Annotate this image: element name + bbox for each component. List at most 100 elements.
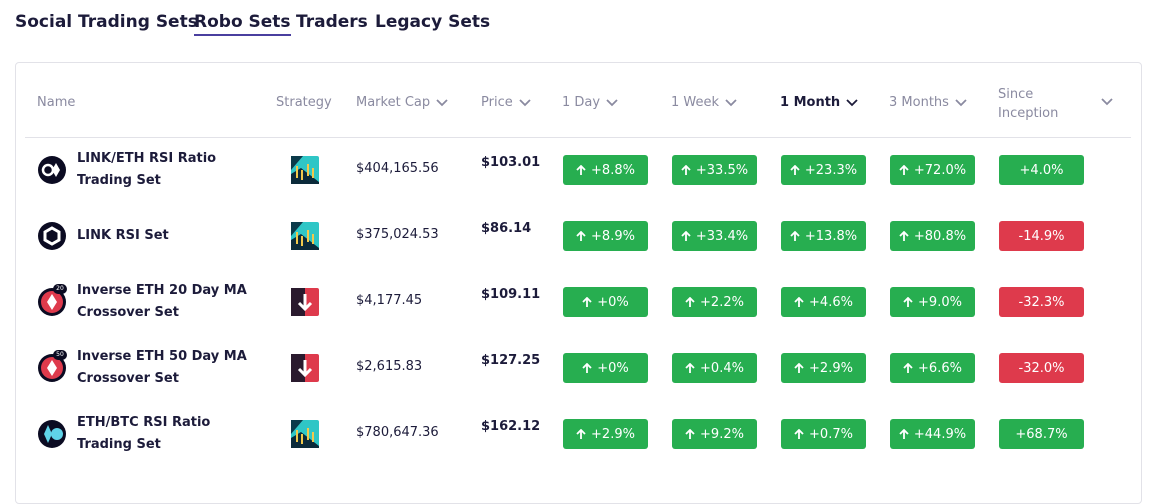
change-badge: +0% [563, 287, 648, 317]
change-badge: +0% [563, 353, 648, 383]
market-cap: $375,024.53 [356, 227, 439, 242]
change-value: -32.3% [1018, 294, 1065, 310]
token-icon [38, 288, 66, 316]
tab[interactable]: Legacy Sets [375, 12, 491, 32]
change-badge: +68.7% [999, 419, 1084, 449]
strategy-icon-wrap [291, 222, 319, 254]
change-badge: -32.0% [999, 353, 1084, 383]
token-icon-wrap: 20 [37, 284, 67, 317]
tab[interactable]: Social Trading Sets [15, 12, 198, 32]
change-badge: +2.9% [781, 353, 866, 383]
change-badge: +8.8% [563, 155, 648, 185]
column-header: Strategy [276, 95, 332, 110]
column-header[interactable]: 1 Week [671, 95, 737, 110]
change-value: +9.2% [700, 426, 744, 442]
price: $162.12 [481, 419, 541, 434]
token-icon-wrap [37, 155, 67, 185]
market-cap: $404,165.56 [356, 161, 439, 176]
strategy-icon-wrap [291, 354, 319, 386]
set-name[interactable]: LINK RSI Set [77, 228, 169, 243]
token-icon [38, 156, 66, 184]
change-value: +8.8% [591, 162, 635, 178]
expand-chevron[interactable] [1101, 98, 1113, 106]
set-name[interactable]: Inverse ETH 20 Day MA Crossover Set [77, 283, 247, 320]
up-arrow [903, 296, 913, 307]
page: Robo Sets {"tabs": ["Social Trading Sets… [15, 12, 1142, 504]
column-header[interactable]: Price [481, 95, 531, 110]
change-value: +33.5% [695, 162, 749, 178]
column-header[interactable]: 3 Months [889, 95, 967, 110]
change-badge: +0.4% [672, 353, 757, 383]
tab[interactable]: Traders [296, 12, 368, 32]
set-name[interactable]: Inverse ETH 50 Day MA Crossover Set [77, 349, 247, 386]
change-badge: +9.2% [672, 419, 757, 449]
change-value: +72.0% [913, 162, 967, 178]
change-value: +80.8% [913, 228, 967, 244]
up-arrow [794, 428, 804, 439]
set-name[interactable]: LINK/ETH RSI Ratio Trading Set [77, 151, 217, 188]
strategy-icon [291, 354, 319, 382]
change-badge: +2.2% [672, 287, 757, 317]
change-badge: -32.3% [999, 287, 1084, 317]
column-header[interactable]: 1 Month [780, 95, 858, 110]
up-arrow [903, 362, 913, 373]
column-header: Name [37, 95, 75, 110]
column-header[interactable]: 1 Day [562, 95, 618, 110]
up-arrow [899, 230, 909, 241]
price: $103.01 [481, 155, 541, 170]
market-cap: $4,177.45 [356, 293, 423, 308]
change-badge: +4.0% [999, 155, 1084, 185]
change-badge: +72.0% [890, 155, 975, 185]
column-header-label: 1 Month [780, 95, 841, 110]
change-badge: +8.9% [563, 221, 648, 251]
up-arrow [794, 362, 804, 373]
strategy-icon [291, 222, 319, 250]
strategy-icon-wrap [291, 288, 319, 320]
strategy-icon-wrap [291, 420, 319, 452]
tab[interactable]: Robo Sets [194, 12, 291, 36]
up-arrow [576, 230, 586, 241]
change-value: +6.6% [918, 360, 962, 376]
up-arrow [790, 230, 800, 241]
price: $86.14 [481, 221, 532, 236]
up-arrow [790, 164, 800, 175]
column-header-label: Strategy [276, 95, 332, 110]
change-value: +4.0% [1019, 162, 1064, 178]
column-header[interactable]: Market Cap [356, 95, 448, 110]
change-badge: +80.8% [890, 221, 975, 251]
change-value: +68.7% [1015, 426, 1068, 442]
column-header: Since Inception [998, 87, 1068, 123]
strategy-icon [291, 156, 319, 184]
change-value: +8.9% [591, 228, 635, 244]
sort-chevron [606, 98, 618, 106]
price: $109.11 [481, 287, 541, 302]
change-value: +13.8% [804, 228, 858, 244]
up-arrow [685, 296, 695, 307]
change-value: -14.9% [1018, 228, 1065, 244]
change-badge: +0.7% [781, 419, 866, 449]
sort-chevron [436, 98, 448, 106]
strategy-icon-wrap [291, 156, 319, 188]
token-icon-wrap [37, 221, 67, 251]
column-header-label: Since Inception [998, 87, 1059, 121]
token-icon [38, 222, 66, 250]
change-value: +2.9% [591, 426, 635, 442]
change-badge: +9.0% [890, 287, 975, 317]
change-value: +2.2% [700, 294, 744, 310]
change-badge: -14.9% [999, 221, 1084, 251]
up-arrow [681, 230, 691, 241]
up-arrow [794, 296, 804, 307]
token-badge: 50 [53, 350, 67, 360]
token-icon-wrap [37, 419, 67, 449]
up-arrow [685, 428, 695, 439]
market-cap: $780,647.36 [356, 425, 439, 440]
change-badge: +33.5% [672, 155, 757, 185]
change-value: +33.4% [695, 228, 749, 244]
up-arrow [576, 164, 586, 175]
header-separator [25, 137, 1131, 138]
sort-chevron [846, 98, 858, 106]
column-header-label: Name [37, 95, 76, 110]
up-arrow [685, 362, 695, 373]
set-name[interactable]: ETH/BTC RSI Ratio Trading Set [77, 415, 211, 452]
token-icon-wrap: 50 [37, 350, 67, 383]
